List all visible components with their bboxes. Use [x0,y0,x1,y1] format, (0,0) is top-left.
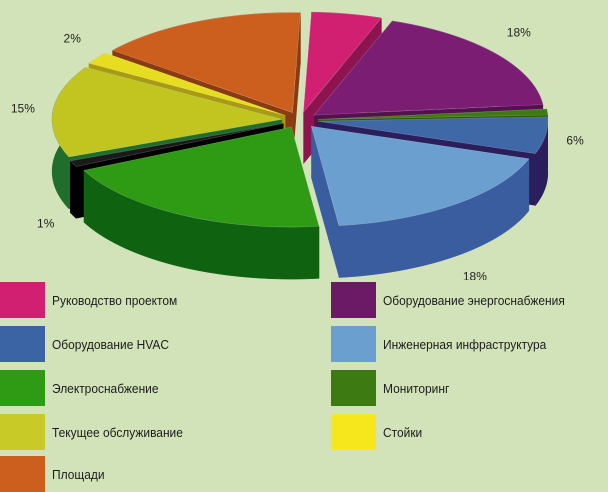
legend-label: Площади [52,466,105,482]
legend-swatch [331,282,376,318]
legend-label: Электроснабжение [52,380,159,396]
pie-slice-top [111,12,301,114]
legend-swatch [0,414,45,450]
pie-slice-top [310,125,530,226]
pie-slice-top [83,126,320,228]
pie-slice-top [313,20,544,116]
legend-label: Текущее обслуживание [52,424,183,440]
pie-slice-label: 2% [64,32,82,46]
legend-item: Текущее обслуживание [0,414,194,450]
legend-item: Инженерная инфраструктура [331,326,561,362]
pie-slice-label: 6% [566,133,584,147]
pie-slice-wall [311,126,340,278]
legend-swatch [0,370,45,406]
pie-slice [310,125,530,278]
legend-item: Стойки [331,414,426,450]
legend-item: Мониторинг [331,370,455,406]
legend-swatch [331,414,376,450]
pie-slice-top [303,11,382,113]
legend-label: Руководство проектом [52,292,178,308]
legend: Руководство проектом Оборудование энерго… [0,280,608,492]
legend-swatch [331,326,376,362]
pie-slice-label: 15% [11,101,35,115]
pie-slice-top [317,116,549,154]
legend-item: Электроснабжение [0,370,168,406]
legend-swatch [0,456,45,492]
legend-item: Площади [0,456,109,492]
pie-slice-top [317,108,549,120]
legend-label: Оборудование HVAC [52,336,170,352]
pie-slice-wall [292,12,301,165]
pie-slice-label: 1% [37,216,55,230]
pie-slice-label: 18% [463,269,487,280]
legend-label: Оборудование энергоснабжения [383,292,565,308]
legend-label: Инженерная инфраструктура [383,336,547,352]
pie-slice [83,126,320,280]
legend-item: Руководство проектом [0,282,188,318]
legend-label: Стойки [383,424,423,440]
pie-slice-top [69,122,284,167]
legend-item: Оборудование энергоснабжения [331,282,581,318]
pie-slice-top [88,52,286,116]
pie-slice-top [51,66,283,158]
pie-slice-label: 18% [507,25,531,39]
legend-label: Мониторинг [383,380,450,396]
pie-chart-svg: 5%18%6%18%20%1%15%2%15% [11,11,584,280]
legend-swatch [331,370,376,406]
legend-item: Оборудование HVAC [0,326,179,362]
legend-swatch [0,282,45,318]
legend-swatch [0,326,45,362]
